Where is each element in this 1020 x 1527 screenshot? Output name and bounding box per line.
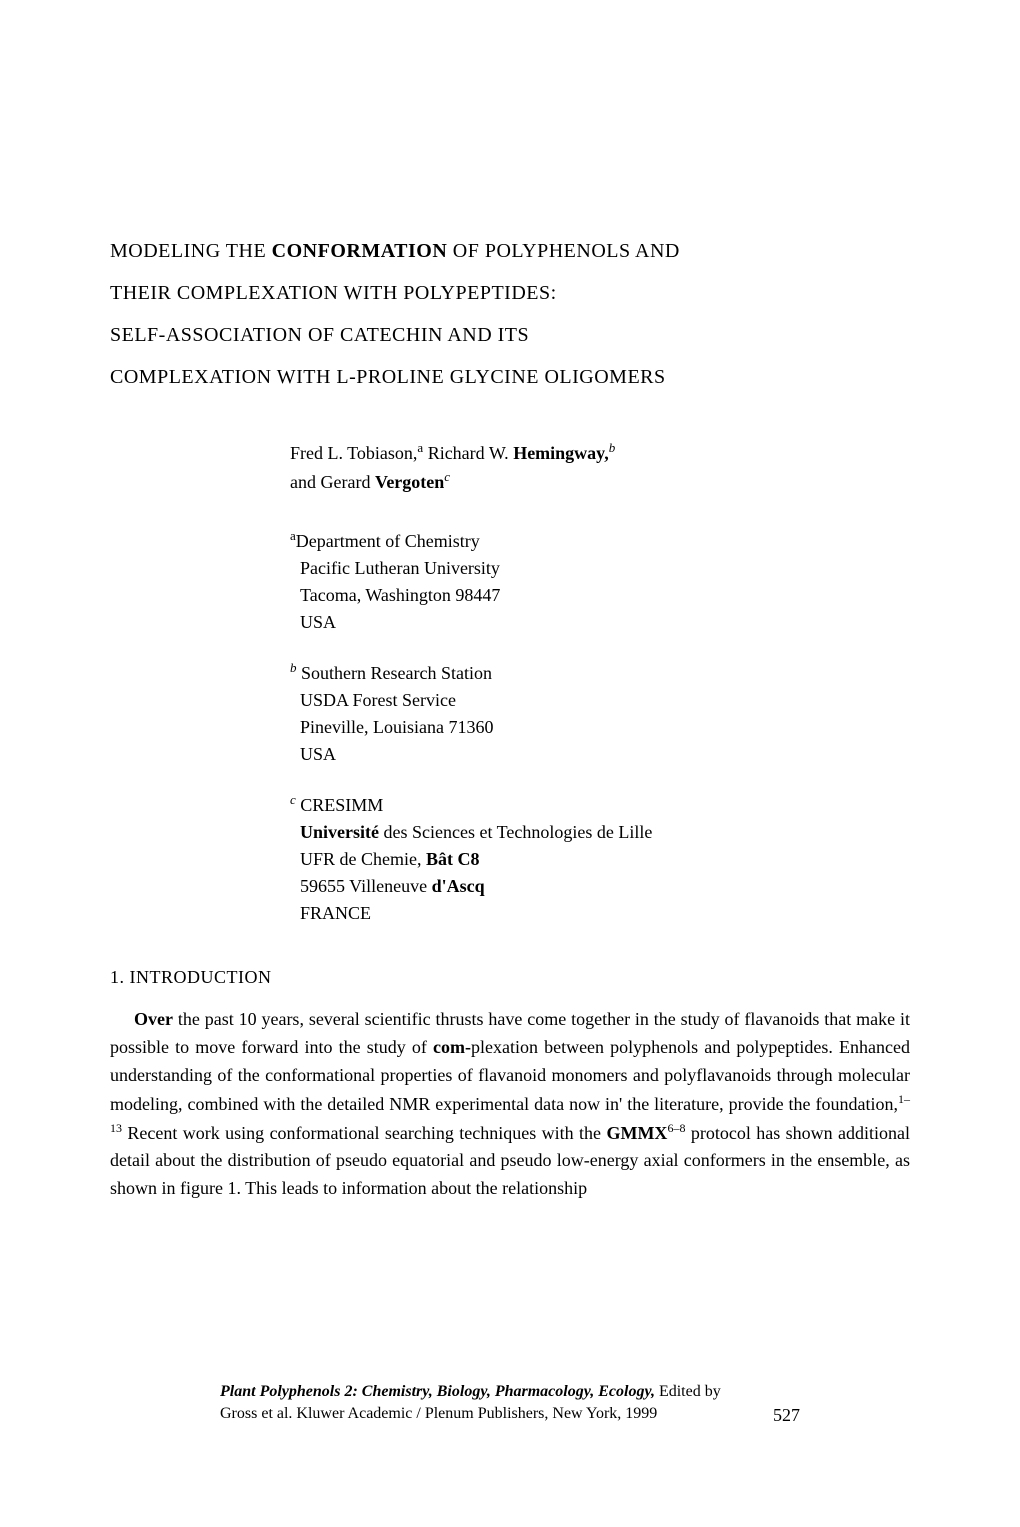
section-heading: 1. INTRODUCTION bbox=[110, 967, 910, 988]
footer-title: Plant Polyphenols 2: Chemistry, Biology,… bbox=[220, 1383, 655, 1400]
affil-b-line-2: USDA Forest Service bbox=[290, 687, 910, 714]
affil-c-line-4: 59655 Villeneuve d'Ascq bbox=[290, 873, 910, 900]
author-2-prefix: Richard W. bbox=[423, 443, 513, 463]
affil-b-dept: Southern Research Station bbox=[297, 663, 492, 683]
affil-c-ascq: d'Ascq bbox=[432, 876, 485, 896]
author-2-surname: Hemingway, bbox=[513, 443, 609, 463]
title-line-1-suffix: OF POLYPHENOLS AND bbox=[447, 240, 680, 262]
affil-c-line-5: FRANCE bbox=[290, 900, 910, 927]
affil-a-line-4: USA bbox=[290, 609, 910, 636]
affiliation-b: b Southern Research Station USDA Forest … bbox=[290, 658, 910, 768]
affil-b-line-3: Pineville, Louisiana 71360 bbox=[290, 714, 910, 741]
affil-c-line-1: c CRESIMM bbox=[290, 790, 910, 819]
affil-b-line-4: USA bbox=[290, 741, 910, 768]
body-gmmx: GMMX bbox=[606, 1123, 667, 1143]
body-sup2: 6–8 bbox=[667, 1121, 685, 1135]
title-line-1: MODELING THE CONFORMATION OF POLYPHENOLS… bbox=[110, 230, 910, 272]
authors-block: Fred L. Tobiason,a Richard W. Hemingway,… bbox=[290, 438, 910, 496]
title-line-1-prefix: MODELING THE bbox=[110, 240, 272, 262]
body-t3: Recent work using conformational searchi… bbox=[122, 1123, 606, 1143]
footer-citation: Plant Polyphenols 2: Chemistry, Biology,… bbox=[220, 1381, 800, 1424]
title-line-1-bold: CONFORMATION bbox=[272, 240, 448, 262]
affil-a-dept: Department of Chemistry bbox=[296, 531, 480, 551]
page-footer: Plant Polyphenols 2: Chemistry, Biology,… bbox=[220, 1381, 800, 1427]
author-3-prefix: and Gerard bbox=[290, 472, 375, 492]
author-3-sup: c bbox=[444, 469, 450, 484]
title-block: MODELING THE CONFORMATION OF POLYPHENOLS… bbox=[110, 230, 910, 398]
affil-c-line-2: Université des Sciences et Technologies … bbox=[290, 819, 910, 846]
affil-c-dept: CRESIMM bbox=[296, 795, 384, 815]
affiliation-c: c CRESIMM Université des Sciences et Tec… bbox=[290, 790, 910, 927]
affil-a-line-2: Pacific Lutheran University bbox=[290, 555, 910, 582]
affil-a-line-1: aDepartment of Chemistry bbox=[290, 526, 910, 555]
affil-c-univ-rest: des Sciences et Technologies de Lille bbox=[379, 822, 652, 842]
page-number: 527 bbox=[773, 1403, 800, 1427]
title-line-4: COMPLEXATION WITH L-PROLINE GLYCINE OLIG… bbox=[110, 356, 910, 398]
author-2-sup: b bbox=[609, 440, 616, 455]
affiliation-a: aDepartment of Chemistry Pacific Luthera… bbox=[290, 526, 910, 636]
affil-c-bat: Bât C8 bbox=[426, 849, 480, 869]
authors-line-1: Fred L. Tobiason,a Richard W. Hemingway,… bbox=[290, 438, 910, 467]
intro-paragraph: Over the past 10 years, several scientif… bbox=[110, 1006, 910, 1203]
title-line-2: THEIR COMPLEXATION WITH POLYPEPTIDES: bbox=[110, 272, 910, 314]
title-line-3: SELF-ASSOCIATION OF CATECHIN AND ITS bbox=[110, 314, 910, 356]
affil-c-city: 59655 Villeneuve bbox=[300, 876, 432, 896]
authors-line-2: and Gerard Vergotenc bbox=[290, 467, 910, 496]
author-1: Fred L. Tobiason, bbox=[290, 443, 417, 463]
body-over: Over bbox=[134, 1009, 173, 1029]
body-com: com- bbox=[433, 1037, 471, 1057]
affil-c-univ-bold: Université bbox=[300, 822, 379, 842]
affil-c-line-3: UFR de Chemie, Bât C8 bbox=[290, 846, 910, 873]
footer-edited-by: Edited by bbox=[655, 1383, 721, 1400]
affil-c-ufr: UFR de Chemie, bbox=[300, 849, 426, 869]
author-3-surname: Vergoten bbox=[375, 472, 444, 492]
affil-a-line-3: Tacoma, Washington 98447 bbox=[290, 582, 910, 609]
affil-b-line-1: b Southern Research Station bbox=[290, 658, 910, 687]
footer-publisher: Gross et al. Kluwer Academic / Plenum Pu… bbox=[220, 1405, 657, 1422]
